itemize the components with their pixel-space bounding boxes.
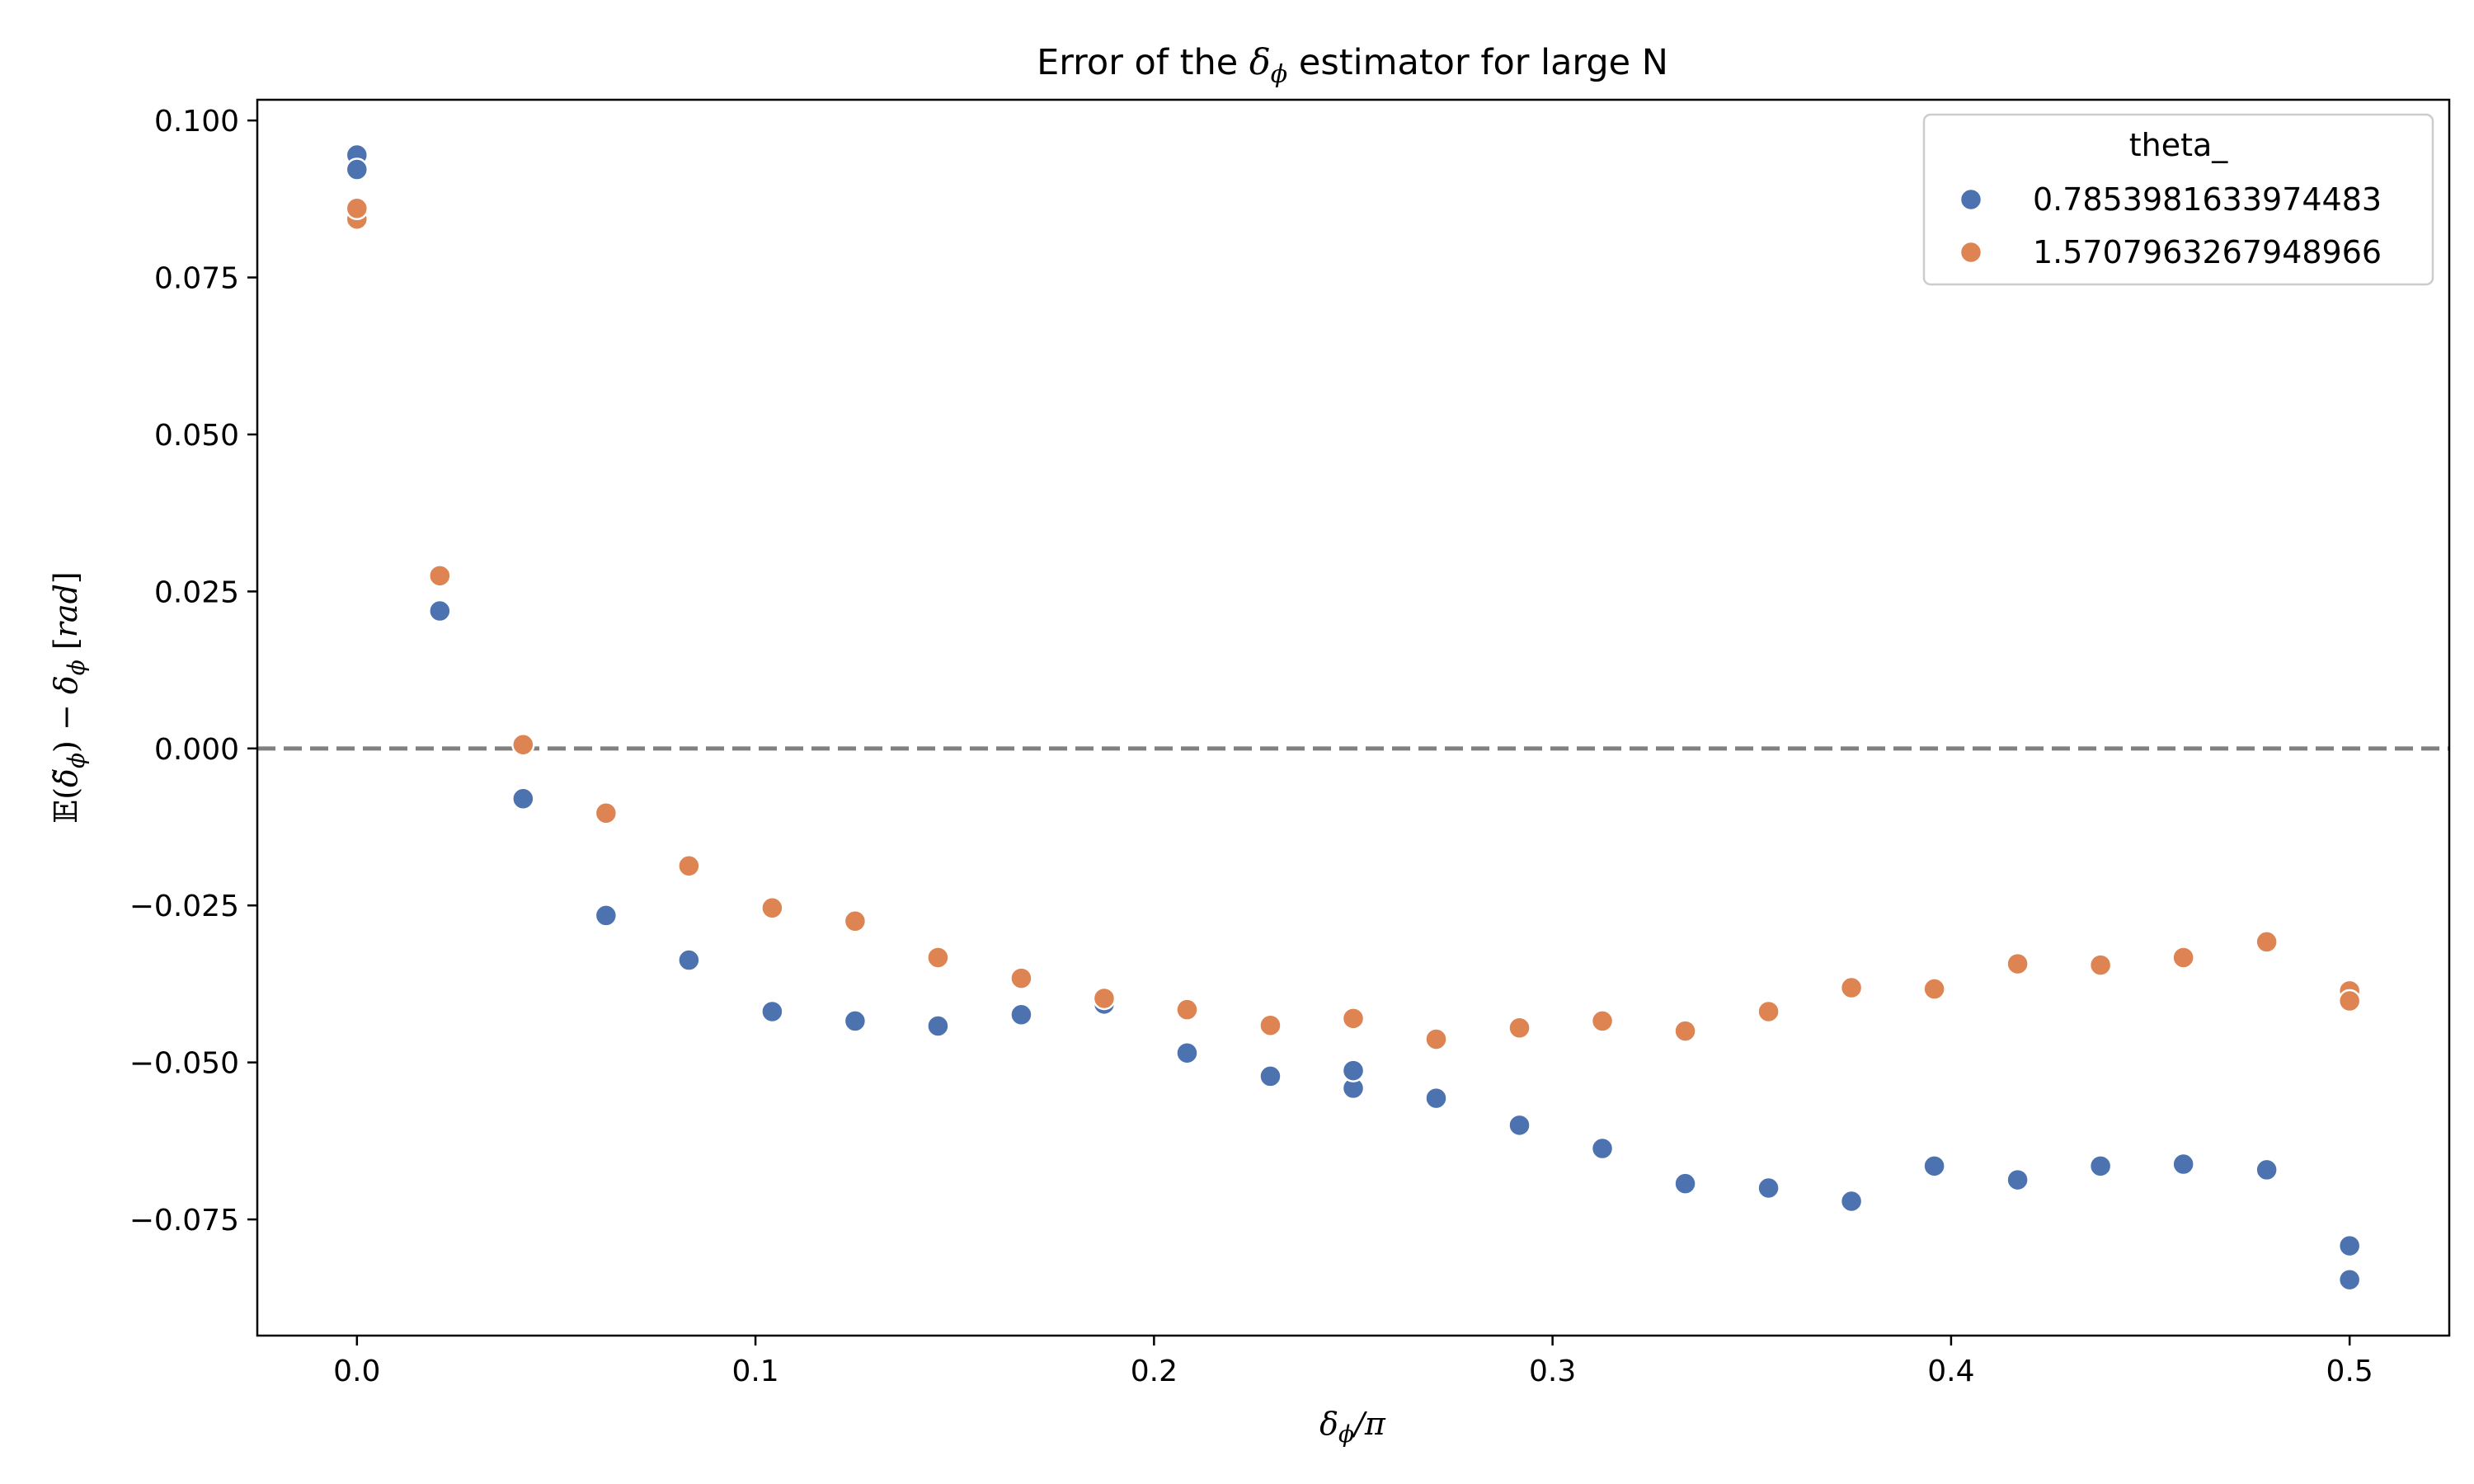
data-point-series-1 — [677, 948, 701, 972]
y-tick-label: 0.100 — [154, 105, 239, 139]
data-point-series-2 — [1258, 1013, 1282, 1037]
data-point-series-1 — [1175, 1040, 1199, 1065]
axes-layer: 0.0 0.1 0.2 0.3 0.4 0.5 −0.075 −0.050 −0.025 0.00… — [129, 98, 2451, 1388]
data-point-series-1 — [1590, 1136, 1615, 1161]
data-point-series-2 — [2088, 953, 2113, 977]
plot-frame — [256, 98, 2451, 1337]
data-point-series-2 — [843, 909, 868, 933]
data-point-series-1 — [511, 787, 535, 811]
x-tick-label: 0.1 — [731, 1355, 778, 1388]
legend-marker-series-2 — [1959, 240, 1983, 265]
legend-box — [1922, 113, 2434, 286]
data-point-series-2 — [1839, 975, 1864, 1000]
data-point-series-1 — [2255, 1158, 2279, 1182]
data-point-series-1 — [1673, 1172, 1697, 1195]
data-point-series-2 — [511, 733, 535, 757]
data-point-series-2 — [1009, 966, 1033, 990]
data-point-series-2 — [1590, 1009, 1615, 1033]
data-point-series-1 — [2006, 1167, 2030, 1192]
x-axis-label: δϕ/π — [1319, 1406, 1386, 1448]
legend-label-series-2: 1.5707963267948966 — [2033, 234, 2382, 270]
data-point-series-1 — [1341, 1059, 1366, 1082]
data-point-series-1 — [843, 1009, 868, 1033]
data-point-series-2 — [594, 801, 618, 825]
data-point-series-1 — [2171, 1152, 2195, 1176]
data-point-series-1 — [428, 599, 452, 623]
data-point-series-1 — [345, 157, 369, 181]
data-point-series-2 — [1757, 999, 1780, 1024]
data-point-series-1 — [1839, 1189, 1864, 1214]
data-point-series-2 — [677, 854, 701, 878]
x-tick-label: 0.0 — [333, 1355, 380, 1388]
chart-title: Error of the δϕ estimator for large N — [1037, 42, 1668, 89]
data-point-series-1 — [1258, 1064, 1282, 1088]
data-point-series-2 — [1507, 1016, 1531, 1040]
legend-label-series-1: 0.7853981633974483 — [2033, 181, 2382, 218]
data-point-series-2 — [926, 946, 950, 970]
data-point-series-1 — [1757, 1176, 1780, 1200]
y-tick-label: 0.025 — [154, 575, 239, 609]
data-point-series-2 — [2171, 946, 2195, 970]
data-point-series-1 — [594, 904, 618, 928]
legend-title: theta_ — [2129, 127, 2229, 163]
data-point-series-1 — [2337, 1233, 2362, 1258]
data-point-series-2 — [1175, 998, 1199, 1021]
data-point-series-2 — [1673, 1019, 1697, 1043]
data-point-series-2 — [345, 196, 369, 221]
data-point-series-1 — [1009, 1003, 1033, 1027]
data-point-series-1 — [926, 1014, 950, 1038]
legend: theta_ 0.7853981633974483 1.57079632679489… — [1922, 113, 2434, 286]
y-tick-label: 0.050 — [154, 419, 239, 453]
data-point-series-1 — [1507, 1113, 1531, 1138]
data-point-series-1 — [1424, 1086, 1448, 1111]
y-tick-label: 0.075 — [154, 262, 239, 296]
data-point-series-2 — [2337, 989, 2362, 1013]
data-point-series-2 — [2255, 930, 2279, 954]
data-point-series-2 — [428, 564, 452, 588]
data-point-series-1 — [760, 999, 784, 1024]
y-tick-label: 0.000 — [154, 733, 239, 767]
data-point-series-2 — [2006, 951, 2030, 976]
data-point-series-1 — [2337, 1267, 2362, 1292]
data-point-series-2 — [1092, 986, 1117, 1011]
x-tick-label: 0.5 — [2326, 1355, 2373, 1388]
data-points-layer — [345, 143, 2362, 1292]
legend-marker-series-1 — [1959, 187, 1983, 212]
data-point-series-2 — [1424, 1027, 1448, 1051]
y-tick-label: −0.075 — [129, 1204, 239, 1237]
y-tick-label: −0.025 — [129, 890, 239, 923]
x-tick-label: 0.3 — [1529, 1355, 1576, 1388]
data-point-series-2 — [760, 896, 784, 920]
data-point-series-1 — [2088, 1154, 2113, 1178]
x-tick-label: 0.2 — [1131, 1355, 1178, 1388]
data-point-series-1 — [1922, 1154, 1946, 1178]
y-tick-label: −0.050 — [129, 1047, 239, 1081]
data-point-series-2 — [1341, 1007, 1366, 1031]
data-point-series-2 — [1922, 977, 1946, 1001]
x-tick-label: 0.4 — [1927, 1355, 1974, 1388]
y-axis-label: 𝔼(δ̃ϕ) − δϕ [rad] — [48, 571, 90, 823]
